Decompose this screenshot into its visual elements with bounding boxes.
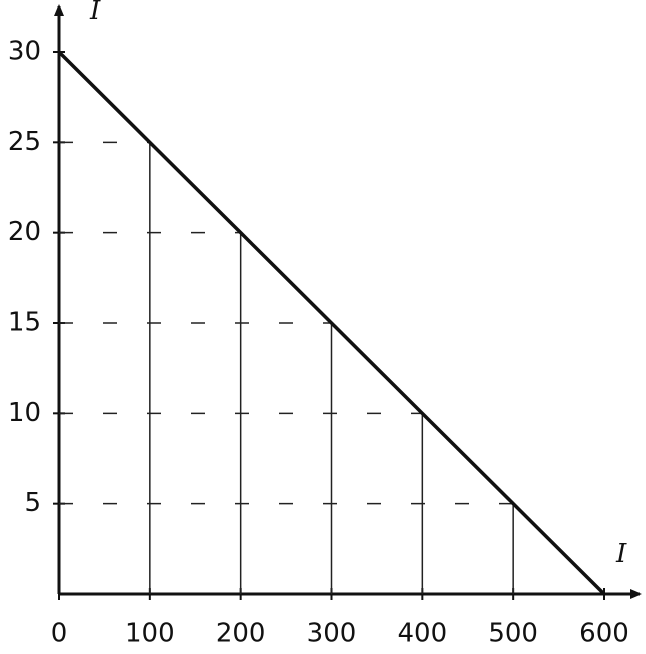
y-tick-label: 5	[24, 488, 41, 518]
y-tick-label: 15	[8, 308, 41, 338]
x-tick-label: 300	[307, 619, 357, 649]
x-tick-label: 100	[125, 619, 175, 649]
x-tick-label: 500	[488, 619, 538, 649]
x-tick-label: 200	[216, 619, 266, 649]
y-tick-label: 10	[8, 398, 41, 428]
data-line	[57, 50, 606, 596]
x-axis-label: I	[615, 539, 627, 569]
y-tick-label: 25	[8, 127, 41, 157]
y-tick-label: 20	[8, 217, 41, 247]
x-tick-label: 400	[398, 619, 448, 649]
x-tick-label: 0	[51, 619, 68, 649]
y-tick-label: 30	[8, 37, 41, 67]
x-tick-label: 600	[579, 619, 629, 649]
y-axis-label: I	[89, 0, 101, 26]
